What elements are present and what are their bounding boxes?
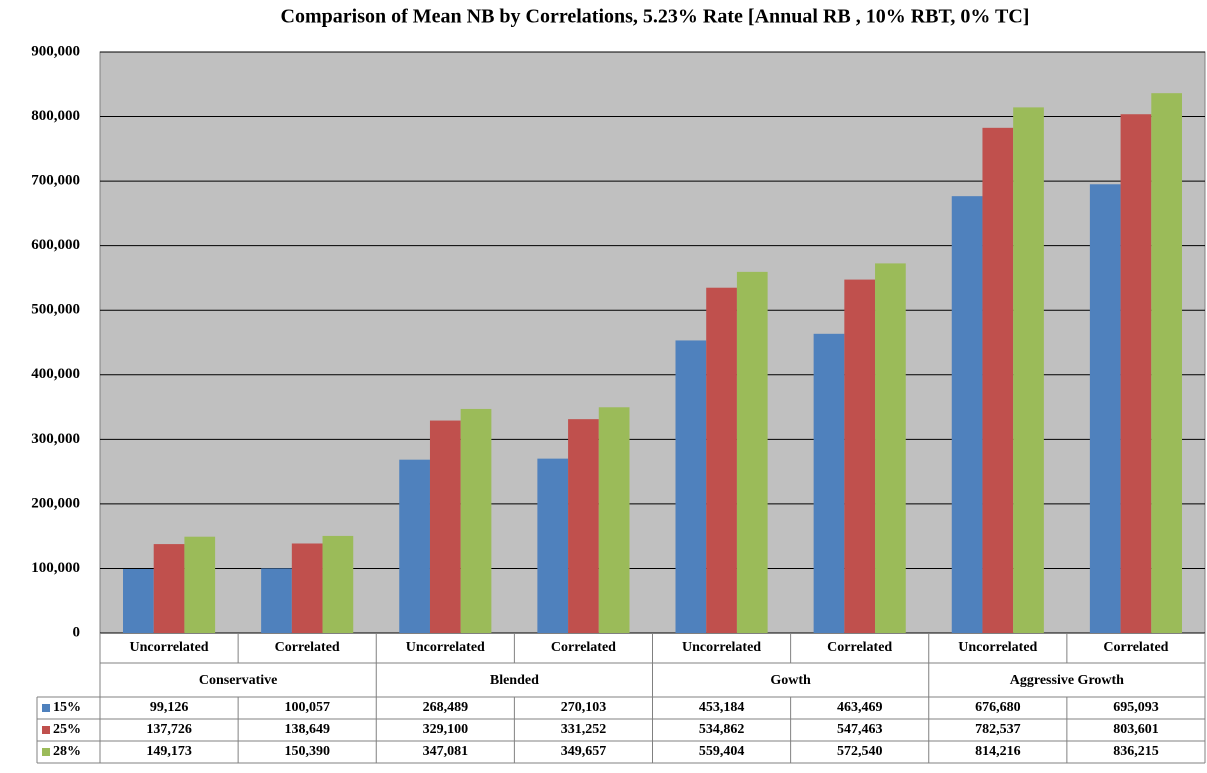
- bar: [460, 408, 492, 633]
- x-tick-label: Uncorrelated: [958, 640, 1037, 655]
- bar: [982, 127, 1014, 634]
- bar: [951, 196, 983, 633]
- bar: [399, 459, 430, 633]
- table-value: 547,463: [837, 722, 883, 737]
- y-tick-label: 400,000: [31, 366, 80, 382]
- x-tick-label: Uncorrelated: [682, 640, 761, 655]
- table-value: 100,057: [284, 700, 330, 715]
- bar: [1151, 93, 1182, 633]
- table-value: 270,103: [561, 700, 607, 715]
- table-value: 695,093: [1113, 700, 1159, 715]
- y-tick-label: 700,000: [31, 173, 80, 189]
- group-label: Blended: [490, 673, 539, 688]
- bar: [537, 458, 569, 633]
- bar: [875, 263, 906, 633]
- y-tick-label: 0: [73, 624, 81, 640]
- chart-title: Comparison of Mean NB by Correlations, 5…: [281, 6, 1030, 28]
- legend-key: [42, 726, 50, 734]
- legend-label: 28%: [53, 744, 81, 759]
- legend-key: [42, 748, 50, 756]
- bar: [184, 536, 216, 633]
- bar: [675, 340, 707, 633]
- bar: [1089, 184, 1121, 633]
- bar: [813, 333, 845, 633]
- group-label: Aggressive Growth: [1010, 673, 1124, 688]
- table-value: 453,184: [699, 700, 745, 715]
- table-value: 149,173: [146, 744, 192, 759]
- table-value: 803,601: [1113, 722, 1159, 737]
- table-value: 349,657: [561, 744, 607, 759]
- table-value: 138,649: [284, 722, 330, 737]
- bar: [598, 407, 630, 633]
- bar: [1120, 114, 1152, 634]
- y-tick-label: 900,000: [31, 43, 80, 59]
- bar: [429, 420, 461, 633]
- table-value: 99,126: [150, 700, 189, 715]
- x-tick-label: Correlated: [827, 640, 892, 655]
- legend-label: 25%: [53, 722, 81, 737]
- table-value: 782,537: [975, 722, 1021, 737]
- bar: [153, 544, 185, 633]
- group-label: Gowth: [770, 673, 811, 688]
- table-value: 559,404: [699, 744, 745, 759]
- table-value: 676,680: [975, 700, 1021, 715]
- bar: [123, 569, 154, 633]
- x-tick-label: Correlated: [1103, 640, 1168, 655]
- y-tick-label: 600,000: [31, 237, 80, 253]
- bar: [322, 535, 354, 633]
- table-value: 463,469: [837, 700, 883, 715]
- y-tick-label: 800,000: [31, 108, 80, 124]
- legend-key: [42, 704, 50, 712]
- table-value: 814,216: [975, 744, 1021, 759]
- bar: [736, 271, 768, 633]
- y-tick-label: 300,000: [31, 431, 80, 447]
- bar: [706, 287, 737, 633]
- y-tick-label: 100,000: [31, 560, 80, 576]
- bar: [291, 543, 323, 633]
- table-value: 331,252: [561, 722, 607, 737]
- group-label: Conservative: [199, 673, 278, 688]
- bar: [568, 419, 599, 633]
- table-value: 347,081: [423, 744, 469, 759]
- bar: [1013, 107, 1044, 633]
- x-tick-label: Uncorrelated: [130, 640, 209, 655]
- table-value: 534,862: [699, 722, 745, 737]
- table-value: 268,489: [423, 700, 469, 715]
- y-tick-label: 200,000: [31, 495, 80, 511]
- x-tick-label: Uncorrelated: [406, 640, 485, 655]
- x-tick-label: Correlated: [275, 640, 340, 655]
- table-value: 150,390: [284, 744, 330, 759]
- bar: [261, 568, 292, 633]
- bar: [844, 279, 876, 633]
- y-tick-label: 500,000: [31, 302, 80, 318]
- table-value: 572,540: [837, 744, 883, 759]
- table-value: 329,100: [423, 722, 469, 737]
- legend-label: 15%: [53, 700, 81, 715]
- table-value: 137,726: [146, 722, 192, 737]
- x-tick-label: Correlated: [551, 640, 616, 655]
- table-value: 836,215: [1113, 744, 1159, 759]
